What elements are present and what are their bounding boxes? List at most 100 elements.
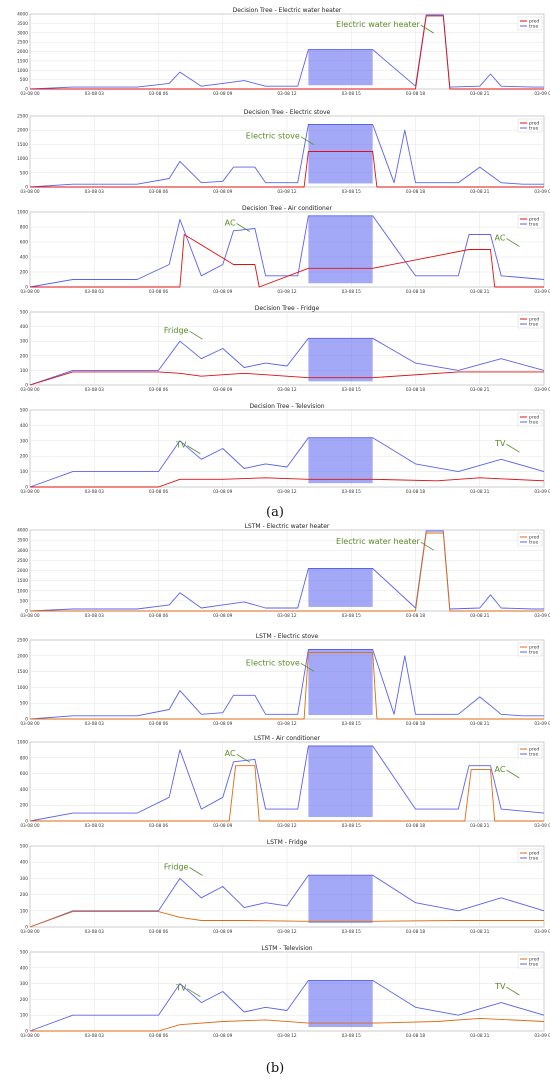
x-tick-label: 03-08 09 bbox=[213, 189, 233, 195]
x-tick-label: 03-08 03 bbox=[85, 489, 105, 495]
panel-title: LSTM - Electric water heater bbox=[245, 523, 330, 530]
legend-entry: true bbox=[529, 856, 538, 862]
legend-entry: true bbox=[529, 752, 538, 758]
legend-entry: true bbox=[529, 24, 538, 30]
x-tick-label: 03-09 00 bbox=[534, 289, 550, 295]
y-tick-label: 400 bbox=[20, 860, 28, 866]
x-tick-label: 03-08 09 bbox=[213, 1033, 233, 1039]
sublabel-a: (a) bbox=[266, 505, 284, 520]
y-tick-label: 400 bbox=[20, 965, 28, 971]
panel-title: Decision Tree - Electric water heater bbox=[233, 7, 342, 14]
x-tick-label: 03-08 15 bbox=[342, 613, 362, 619]
y-tick-label: 0 bbox=[25, 383, 28, 389]
annotation-label: TV bbox=[175, 984, 187, 993]
x-tick-label: 03-08 15 bbox=[342, 1033, 362, 1039]
panel-title: Decision Tree - Fridge bbox=[255, 305, 320, 312]
annotation-label: AC bbox=[225, 219, 236, 228]
series-band-true bbox=[308, 875, 372, 923]
x-tick-label: 03-08 00 bbox=[20, 613, 40, 619]
series-band-true bbox=[308, 438, 372, 483]
y-tick-label: 400 bbox=[20, 423, 28, 429]
annotation-label: AC bbox=[225, 749, 236, 758]
legend-entry: true bbox=[529, 540, 538, 546]
x-tick-label: 03-09 00 bbox=[534, 189, 550, 195]
y-tick-label: 1000 bbox=[17, 68, 28, 74]
x-tick-label: 03-08 21 bbox=[470, 823, 490, 829]
series-band-true bbox=[308, 125, 372, 184]
x-tick-label: 03-08 09 bbox=[213, 289, 233, 295]
y-tick-label: 0 bbox=[25, 609, 28, 615]
y-tick-label: 300 bbox=[20, 981, 28, 987]
y-tick-label: 800 bbox=[20, 225, 28, 231]
x-tick-label: 03-08 18 bbox=[406, 387, 426, 393]
x-tick-label: 03-08 06 bbox=[149, 91, 169, 97]
y-tick-label: 4000 bbox=[17, 12, 28, 18]
annotation-label: AC bbox=[495, 234, 506, 243]
x-tick-label: 03-08 12 bbox=[277, 91, 297, 97]
panel-lstm-air-conditioner: LSTM - Air conditioner 03-08 00 03-08 03 03… bbox=[17, 735, 550, 829]
y-tick-label: 300 bbox=[20, 339, 28, 345]
x-tick-label: 03-09 00 bbox=[534, 929, 550, 935]
panel-decision-tree-television: Decision Tree - Television03-08 00 03-08 … bbox=[20, 403, 550, 495]
panel-lstm-television: LSTM - Television 03-08 00 03-08 03 03-08 0… bbox=[20, 945, 550, 1039]
x-tick-label: 03-08 12 bbox=[277, 489, 297, 495]
x-tick-label: 03-08 18 bbox=[406, 823, 426, 829]
x-tick-label: 03-08 00 bbox=[20, 387, 40, 393]
x-tick-label: 03-08 03 bbox=[85, 613, 105, 619]
panel-lstm-fridge: LSTM - Fridge 03-08 00 03-08 03 03-08 06 03-… bbox=[20, 839, 550, 935]
x-tick-label: 03-08 15 bbox=[342, 823, 362, 829]
y-tick-label: 200 bbox=[20, 997, 28, 1003]
x-tick-label: 03-08 00 bbox=[20, 489, 40, 495]
series-band-true bbox=[308, 746, 372, 817]
y-tick-label: 500 bbox=[20, 310, 28, 316]
x-tick-label: 03-08 06 bbox=[149, 613, 169, 619]
x-tick-label: 03-08 12 bbox=[277, 721, 297, 727]
y-tick-label: 200 bbox=[20, 353, 28, 359]
y-tick-label: 2500 bbox=[17, 558, 28, 564]
y-tick-label: 800 bbox=[20, 755, 28, 761]
x-tick-label: 03-08 15 bbox=[342, 721, 362, 727]
y-tick-label: 500 bbox=[20, 77, 28, 83]
x-tick-label: 03-08 03 bbox=[85, 387, 105, 393]
x-tick-label: 03-08 18 bbox=[406, 721, 426, 727]
panel-decision-tree-fridge: Decision Tree - Fridge03-08 00 03-08 03 03… bbox=[20, 305, 550, 393]
x-tick-label: 03-08 06 bbox=[149, 823, 169, 829]
x-tick-label: 03-08 18 bbox=[406, 489, 426, 495]
series-band-true bbox=[308, 50, 372, 86]
x-tick-label: 03-08 21 bbox=[470, 91, 490, 97]
x-tick-label: 03-08 09 bbox=[213, 613, 233, 619]
y-tick-label: 500 bbox=[20, 950, 28, 956]
x-tick-label: 03-08 15 bbox=[342, 189, 362, 195]
y-tick-label: 0 bbox=[25, 285, 28, 291]
x-tick-label: 03-08 03 bbox=[85, 189, 105, 195]
x-tick-label: 03-08 12 bbox=[277, 387, 297, 393]
y-tick-label: 500 bbox=[20, 701, 28, 707]
x-tick-label: 03-08 12 bbox=[277, 1033, 297, 1039]
legend-entry: true bbox=[529, 126, 538, 132]
x-tick-label: 03-08 15 bbox=[342, 387, 362, 393]
y-tick-label: 100 bbox=[20, 368, 28, 374]
annotation-label: TV bbox=[175, 441, 187, 450]
x-tick-label: 03-08 12 bbox=[277, 929, 297, 935]
x-tick-label: 03-08 00 bbox=[20, 823, 40, 829]
y-tick-label: 0 bbox=[25, 485, 28, 491]
series-band-true bbox=[308, 216, 372, 284]
y-tick-label: 300 bbox=[20, 876, 28, 882]
y-tick-label: 1000 bbox=[17, 588, 28, 594]
x-tick-label: 03-08 03 bbox=[85, 929, 105, 935]
y-tick-label: 0 bbox=[25, 925, 28, 931]
legend-entry: true bbox=[529, 222, 538, 228]
y-tick-label: 1000 bbox=[17, 210, 28, 216]
x-tick-label: 03-08 00 bbox=[20, 721, 40, 727]
y-tick-label: 500 bbox=[20, 408, 28, 414]
x-tick-label: 03-08 15 bbox=[342, 91, 362, 97]
x-tick-label: 03-09 00 bbox=[534, 489, 550, 495]
x-tick-label: 03-08 03 bbox=[85, 1033, 105, 1039]
legend-entry: true bbox=[529, 962, 538, 968]
y-tick-label: 400 bbox=[20, 787, 28, 793]
x-tick-label: 03-08 06 bbox=[149, 1033, 169, 1039]
y-tick-label: 1000 bbox=[17, 740, 28, 746]
y-tick-label: 0 bbox=[25, 819, 28, 825]
x-tick-label: 03-08 09 bbox=[213, 721, 233, 727]
